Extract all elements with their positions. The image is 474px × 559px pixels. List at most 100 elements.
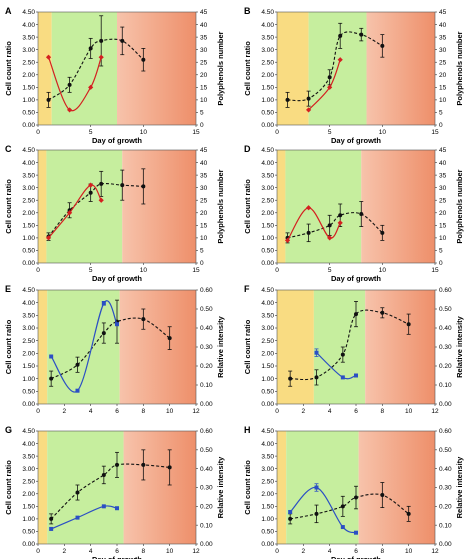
y2-tick-label: 10 — [439, 97, 447, 104]
plot-frame — [37, 149, 197, 264]
series-line — [290, 493, 409, 520]
y-tick-label: 4.50 — [22, 147, 35, 154]
data-point — [101, 472, 106, 477]
panel-label: G — [5, 425, 12, 435]
x-tick-label: 0 — [275, 129, 279, 136]
series-black — [288, 482, 411, 525]
y2-tick-label: 0.00 — [200, 541, 213, 548]
data-point — [337, 57, 343, 63]
data-point — [141, 317, 146, 322]
y-tick-label: 2.50 — [261, 478, 274, 485]
data-point — [88, 190, 93, 195]
y-tick-label: 2.50 — [261, 338, 274, 345]
x-axis-label: Day of growth — [331, 136, 381, 145]
data-point — [75, 515, 80, 520]
y-axis-label: Cell count ratio — [4, 319, 13, 374]
y-tick-label: 4.00 — [261, 300, 274, 307]
series-blue — [49, 300, 119, 393]
y2-tick-label: 0.50 — [200, 447, 213, 454]
x-tick-label: 15 — [192, 129, 200, 136]
y-tick-label: 0.00 — [22, 401, 35, 408]
phase-band-green — [47, 290, 120, 404]
phase-band-orange — [117, 12, 196, 125]
y-tick-label: 4.00 — [261, 160, 274, 167]
data-point — [314, 375, 319, 380]
y2-tick-label: 5 — [200, 110, 204, 117]
plot-frame — [276, 11, 436, 126]
data-point — [314, 511, 319, 516]
series-blue — [314, 348, 358, 380]
series-line — [287, 207, 341, 241]
data-point — [288, 509, 293, 514]
y-tick-label: 0.50 — [22, 529, 35, 536]
y2-tick-label: 0.00 — [439, 541, 452, 548]
y-tick-label: 3.00 — [22, 47, 35, 54]
y-tick-label: 0.50 — [261, 529, 274, 536]
data-point — [340, 504, 345, 509]
data-point — [67, 210, 73, 216]
x-tick-label: 8 — [381, 548, 385, 555]
x-tick-label: 4 — [89, 548, 93, 555]
y-tick-label: 2.50 — [261, 197, 274, 204]
data-point — [354, 495, 358, 500]
y2-tick-label: 0.30 — [200, 344, 213, 351]
x-tick-label: 5 — [328, 129, 332, 136]
series-black — [49, 449, 172, 525]
y2-tick-label: 0.30 — [200, 485, 213, 492]
x-tick-label: 2 — [63, 548, 67, 555]
data-point — [406, 511, 411, 516]
panel-H: 0.00 0.50 1.00 1.50 2.00 2.50 3.00 3.50 4.00 4.50… — [243, 425, 464, 559]
y-tick-label: 4.50 — [22, 9, 35, 16]
series-black — [285, 22, 385, 108]
y-tick-label: 4.50 — [22, 287, 35, 294]
y-tick-label: 0.50 — [261, 110, 274, 117]
data-point — [141, 462, 146, 467]
x-axis-label: Day of growth — [331, 555, 381, 559]
y-tick-label: 1.50 — [22, 85, 35, 92]
panel-B: 0.00 0.50 1.00 1.50 2.00 2.50 3.00 3.50 4.00 4.50… — [243, 6, 464, 145]
phase-band-orange — [122, 150, 196, 263]
data-point — [45, 235, 52, 241]
y2-tick-label: 30 — [200, 185, 208, 192]
y2-tick-label: 35 — [200, 172, 208, 179]
data-point — [306, 205, 312, 211]
y-tick-label: 4.50 — [261, 9, 274, 16]
y2-tick-label: 0.20 — [439, 363, 452, 370]
y2-tick-label: 0.10 — [439, 522, 452, 529]
x-tick-label: 4 — [328, 408, 332, 415]
data-point — [99, 181, 104, 186]
series-line — [50, 505, 118, 530]
data-point — [340, 352, 345, 357]
y2-tick-label: 20 — [439, 210, 447, 217]
x-tick-label: 10 — [166, 548, 174, 555]
x-axis-label: Day of growth — [92, 136, 142, 145]
y-tick-label: 3.50 — [22, 34, 35, 41]
y-tick-label: 3.00 — [22, 325, 35, 332]
y2-tick-label: 30 — [439, 185, 447, 192]
data-point — [88, 182, 94, 188]
data-point — [284, 237, 291, 243]
y-tick-label: 1.00 — [261, 97, 274, 104]
y2-tick-label: 0.60 — [200, 287, 213, 294]
data-point — [115, 462, 119, 467]
x-tick-label: 15 — [431, 129, 439, 136]
y-axis-label: Cell count ratio — [4, 460, 13, 515]
y-tick-label: 0.50 — [22, 389, 35, 396]
y2-axis-label: Polyphenols number — [216, 169, 225, 243]
y-tick-label: 1.00 — [22, 376, 35, 383]
y-tick-label: 4.00 — [22, 22, 35, 29]
y2-tick-label: 0.60 — [200, 428, 213, 435]
panel-C: 0.00 0.50 1.00 1.50 2.00 2.50 3.00 3.50 4.00 4.50… — [4, 144, 225, 283]
data-point — [306, 96, 311, 101]
y-tick-label: 2.00 — [261, 210, 274, 217]
x-axis-label: Day of growth — [92, 274, 142, 283]
y-tick-label: 2.50 — [22, 197, 35, 204]
phase-band-orange — [366, 12, 435, 125]
data-point — [49, 354, 54, 359]
y-tick-label: 0.00 — [261, 541, 274, 548]
data-point — [288, 376, 293, 381]
x-tick-label: 6 — [115, 548, 119, 555]
series-black — [285, 201, 385, 244]
y-tick-label: 2.00 — [22, 210, 35, 217]
panel-D: 0.00 0.50 1.00 1.50 2.00 2.50 3.00 3.50 4.00 4.50… — [243, 144, 464, 283]
